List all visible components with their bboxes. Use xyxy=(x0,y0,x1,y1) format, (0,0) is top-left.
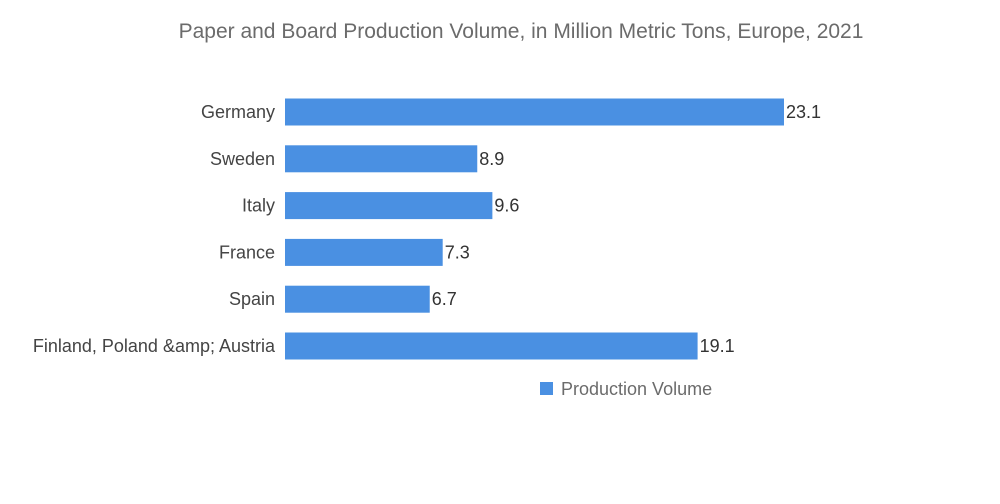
value-label-germany: 23.1 xyxy=(786,102,821,122)
legend: Production Volume xyxy=(540,379,712,399)
bar-finland-poland-and-austria xyxy=(285,332,698,360)
legend-label: Production Volume xyxy=(561,379,712,399)
category-label-germany: Germany xyxy=(201,102,275,122)
value-label-italy: 9.6 xyxy=(494,196,519,216)
value-label-finland-poland-and-austria: 19.1 xyxy=(700,336,735,356)
chart-title: Paper and Board Production Volume, in Mi… xyxy=(179,20,864,43)
value-label-spain: 6.7 xyxy=(432,289,457,309)
category-label-italy: Italy xyxy=(242,196,275,216)
bars-group: Germany 23.1 Sweden 8.9 Italy 9.6 France 7.3 Spa… xyxy=(33,98,821,360)
category-label-france: France xyxy=(219,242,275,262)
bar-germany xyxy=(285,98,784,126)
value-label-sweden: 8.9 xyxy=(479,149,504,169)
category-label-finland-poland-and-austria: Finland, Poland &amp; Austria xyxy=(33,336,276,356)
category-label-sweden: Sweden xyxy=(210,149,275,169)
legend-swatch xyxy=(540,382,553,395)
bar-sweden xyxy=(285,145,478,173)
category-label-spain: Spain xyxy=(229,289,275,309)
bar-italy xyxy=(285,192,493,220)
value-label-france: 7.3 xyxy=(445,242,470,262)
bar-france xyxy=(285,238,443,266)
bar-spain xyxy=(285,285,430,313)
